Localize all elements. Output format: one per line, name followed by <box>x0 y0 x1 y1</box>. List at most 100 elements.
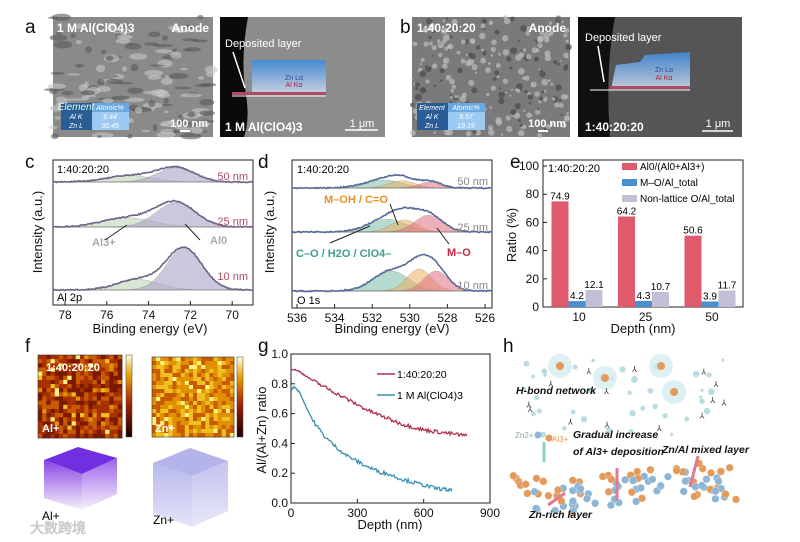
atom-sphere <box>663 472 672 481</box>
bar <box>652 291 669 307</box>
al-ion <box>670 388 678 396</box>
bar <box>551 201 569 307</box>
molecule-icon: ⅄ <box>547 379 553 388</box>
gradual-label-2: of Al3+ deposition <box>573 446 664 458</box>
atom-sphere <box>633 467 642 476</box>
colorbar <box>236 356 244 438</box>
atom-sphere <box>523 489 532 498</box>
solvent-particle <box>699 398 705 405</box>
spectrum-50nm <box>52 165 254 184</box>
molecule-icon: ⅄ <box>567 418 573 427</box>
atom-sphere <box>681 477 690 486</box>
solvent-particle <box>703 407 711 415</box>
molecule-icon: ⅄ <box>585 367 591 376</box>
solvent-particle <box>692 370 700 378</box>
solvent-particle <box>662 413 668 419</box>
depth-label: 50 nm <box>457 176 488 188</box>
atom-sphere <box>732 495 740 504</box>
deposited-layer-label: Deposited layer <box>225 38 302 50</box>
atom-sphere <box>569 497 577 506</box>
solvent-particle <box>629 409 636 417</box>
atom-sphere <box>648 475 657 484</box>
panel-letter: h <box>503 336 514 357</box>
atom-sphere <box>628 476 637 485</box>
table-cell: Al K <box>425 114 439 121</box>
tem-image-b: Deposited layer Zn Lα Al Kα 1:40:20:20 1… <box>578 17 742 137</box>
table-cell: 6.44 <box>103 114 117 121</box>
sample-annotation: 1:40:20:20 <box>548 163 600 175</box>
scale-bar <box>180 130 190 132</box>
bar <box>585 289 603 307</box>
atom-sphere <box>509 471 518 480</box>
solvent-particle <box>522 387 527 392</box>
panel-b: b 1:40:20:20 Anode Element Atomic% Al K … <box>400 14 742 139</box>
legend-label: Al0/(Al0+Al3+) <box>640 162 704 173</box>
arrow-icon <box>329 225 371 244</box>
panel-h-schematic: h ⅄⅄⅄⅄⅄⅄⅄⅄ ⅄⅄⅄⅄⅄⅄ H-bond network Zn2+ Al3… <box>503 336 750 521</box>
panel-letter: e <box>510 152 521 173</box>
atom-sphere <box>638 494 646 503</box>
zn-line-label: Zn Lα <box>655 67 673 74</box>
y-tick-label: 20 <box>526 272 540 286</box>
x-tick-label: 528 <box>437 311 457 325</box>
molecule-icon: ⅄ <box>699 411 705 420</box>
zn-rich-label: Zn-rich layer <box>528 509 593 521</box>
sem-image-a: 1 M Al(ClO4)3 Anode Element Atomic% Al K… <box>44 13 218 140</box>
atom-sphere <box>598 472 607 481</box>
solvent-particle <box>530 411 536 417</box>
spectrum-25nm <box>291 206 493 234</box>
y-tick-label: 0.2 <box>271 466 288 480</box>
sample-annotation: 1:40:20:20 <box>297 164 349 176</box>
table-header: Element <box>58 102 96 113</box>
table-cell: 19.19 <box>457 123 475 130</box>
solvent-particle <box>721 358 725 362</box>
legend-label: 1:40:20:20 <box>397 369 447 381</box>
zn-line-label: Zn Lα <box>285 75 303 82</box>
bar <box>684 235 702 307</box>
core-level-label: O 1s <box>297 295 321 307</box>
molecule-icon: ⅄ <box>656 424 662 433</box>
plot-frame <box>290 353 491 504</box>
bar-value-label: 50.6 <box>683 226 703 237</box>
solvent-particle <box>580 416 588 423</box>
solvent-particle <box>587 387 595 395</box>
al-ion <box>657 362 665 370</box>
x-tick-label: 530 <box>400 311 420 325</box>
al-ion <box>601 374 609 382</box>
molecule-icon: ⅄ <box>700 368 706 377</box>
y-tick-label: 1.0 <box>271 347 288 361</box>
atom-sphere <box>606 501 615 510</box>
panel-e-bar-chart: e 0 20 40 60 80 100 74.9 4.212.1 10 64.2 4.310.7 25… <box>504 152 744 336</box>
atom-sphere <box>621 475 630 484</box>
eds-table: Element Atomic% Al K 8.57 Zn L 19.19 <box>417 103 485 130</box>
panel-letter: c <box>25 152 35 173</box>
depth-label: 50 nm <box>217 171 248 183</box>
bar-value-label: 11.7 <box>718 281 737 292</box>
x-tick-label: 0 <box>288 506 295 520</box>
x-tick-label: 50 <box>705 310 719 324</box>
bar-value-label: 4.3 <box>637 291 651 302</box>
tem-sample-label: 1 M Al(ClO4)3 <box>225 120 303 134</box>
mixed-layer-label: Zn/Al mixed layer <box>661 444 750 456</box>
legend-label: M–O/Al_total <box>640 178 698 189</box>
panel-letter: b <box>400 17 411 38</box>
x-tick-label: 900 <box>480 506 500 520</box>
solvent-particle <box>706 372 712 378</box>
zn-cube-label: Zn+ <box>153 513 174 527</box>
solvent-particle <box>570 409 576 415</box>
molecule-icon: ⅄ <box>525 401 531 410</box>
panel-a: a 1 M Al(ClO4)3 Anode Element Atomic% Al… <box>25 13 385 140</box>
legend-swatch <box>622 179 637 186</box>
atom-sphere <box>544 491 553 500</box>
atom-sphere <box>539 477 548 486</box>
solvent-particle <box>669 432 674 437</box>
table-cell: Zn L <box>424 123 439 130</box>
x-tick-label: 72 <box>184 308 198 322</box>
x-tick-label: 70 <box>226 308 240 322</box>
legend-label: Non-lattice O/Al_total <box>640 194 735 205</box>
panel-f-tof-sims: f 1:40:20:20 Al+ Zn+ Al+ Zn+ 大数跨境 <box>25 336 244 536</box>
bar <box>618 216 635 307</box>
sem-sample-label: 1 M Al(ClO4)3 <box>57 21 135 35</box>
depth-label: 25 nm <box>457 222 488 234</box>
peak-label-mo: M–O <box>447 247 471 259</box>
